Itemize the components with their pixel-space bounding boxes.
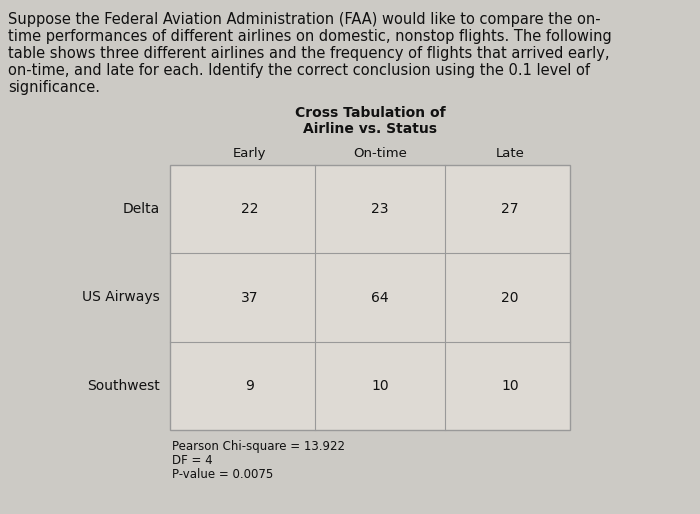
- Text: table shows three different airlines and the frequency of flights that arrived e: table shows three different airlines and…: [8, 46, 610, 61]
- Text: P-value = 0.0075: P-value = 0.0075: [172, 468, 273, 481]
- Text: time performances of different airlines on domestic, nonstop flights. The follow: time performances of different airlines …: [8, 29, 612, 44]
- Text: Southwest: Southwest: [88, 379, 160, 393]
- Text: Suppose the Federal Aviation Administration (FAA) would like to compare the on-: Suppose the Federal Aviation Administrat…: [8, 12, 601, 27]
- Text: significance.: significance.: [8, 80, 100, 95]
- Text: 64: 64: [371, 290, 388, 304]
- Text: Cross Tabulation of: Cross Tabulation of: [295, 106, 445, 120]
- Text: On-time: On-time: [353, 147, 407, 160]
- Text: Pearson Chi-square = 13.922: Pearson Chi-square = 13.922: [172, 440, 345, 453]
- Text: DF = 4: DF = 4: [172, 454, 213, 467]
- Text: 10: 10: [501, 379, 519, 393]
- Text: Delta: Delta: [122, 202, 160, 216]
- Text: Late: Late: [496, 147, 524, 160]
- Text: 20: 20: [501, 290, 519, 304]
- Text: 22: 22: [241, 202, 259, 216]
- Text: 37: 37: [241, 290, 259, 304]
- Text: US Airways: US Airways: [83, 290, 160, 304]
- Text: 27: 27: [501, 202, 519, 216]
- Text: Airline vs. Status: Airline vs. Status: [303, 122, 437, 136]
- Text: 9: 9: [246, 379, 254, 393]
- Text: on-time, and late for each. Identify the correct conclusion using the 0.1 level : on-time, and late for each. Identify the…: [8, 63, 590, 78]
- Bar: [170, 165, 570, 430]
- Text: Early: Early: [233, 147, 267, 160]
- Text: 23: 23: [371, 202, 388, 216]
- Text: 10: 10: [371, 379, 388, 393]
